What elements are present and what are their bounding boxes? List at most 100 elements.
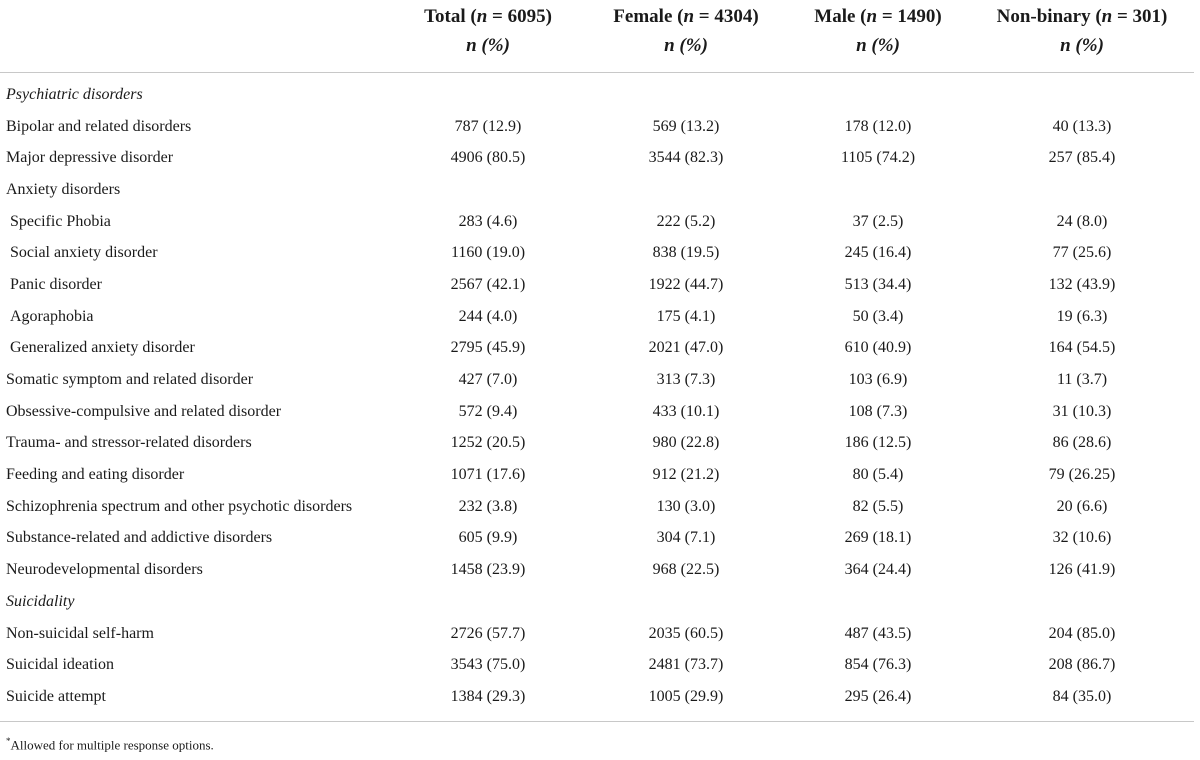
cell-nonbinary: 132 (43.9) [1048, 275, 1116, 293]
cell-male: 364 (24.4) [844, 561, 912, 579]
cell-nonbinary: 86 (28.6) [1052, 434, 1112, 452]
table-row: Suicidal ideation 3543 (75.0) 2481 (73.7) 8… [0, 649, 1194, 681]
cell-female: 2021 (47.0) [648, 339, 724, 357]
cell-female: 980 (22.8) [652, 434, 720, 452]
cell-female: 175 (4.1) [656, 307, 716, 325]
row-label: Neurodevelopmental disorders [6, 561, 203, 579]
cell-male: 854 (76.3) [844, 656, 912, 674]
table-row: Major depressive disorder 4906 (80.5) 3544… [0, 142, 1194, 174]
cell-female: 1922 (44.7) [648, 275, 724, 293]
subheader-total: n (%) [390, 31, 586, 73]
cell-nonbinary [970, 586, 1194, 618]
data-table: Total (n = 6095) Female (n = 4304) Male … [0, 0, 1194, 722]
cell-female: 304 (7.1) [656, 529, 716, 547]
table-footnote: *Allowed for multiple response options. [6, 736, 214, 753]
row-label: Suicide attempt [0, 681, 390, 722]
table-row: Non-suicidal self-harm 2726 (57.7) 2035 (6… [0, 618, 1194, 650]
cell-female: 2481 (73.7) [648, 656, 724, 674]
row-label: Major depressive disorder [6, 149, 174, 167]
cell-female: 2035 (60.5) [648, 624, 724, 642]
cell-total: 1384 (29.3) [390, 681, 586, 722]
cell-total [390, 586, 586, 618]
row-label: Suicidality [6, 592, 75, 610]
cell-male: 269 (18.1) [844, 529, 912, 547]
cell-male: 186 (12.5) [844, 434, 912, 452]
cell-nonbinary: 257 (85.4) [1048, 149, 1116, 167]
table-row: Feeding and eating disorder 1071 (17.6) 91… [0, 459, 1194, 491]
cell-nonbinary: 40 (13.3) [1052, 117, 1112, 135]
cell-total: 1252 (20.5) [450, 434, 526, 452]
cell-nonbinary: 84 (35.0) [970, 681, 1194, 722]
row-label: Schizophrenia spectrum and other psychot… [6, 497, 353, 515]
cell-total: 2795 (45.9) [450, 339, 526, 357]
cell-female: 838 (19.5) [652, 244, 720, 262]
row-label: Trauma- and stressor-related disorders [6, 434, 252, 452]
cell-male: 245 (16.4) [844, 244, 912, 262]
table-body: Psychiatric disorders Bipolar and related… [0, 73, 1194, 722]
cell-total: 2726 (57.7) [450, 624, 526, 642]
cell-total: 283 (4.6) [458, 212, 518, 230]
subheader-female: n (%) [586, 31, 786, 73]
table-row: Schizophrenia spectrum and other psychot… [0, 491, 1194, 523]
cell-female: 433 (10.1) [652, 402, 720, 420]
row-label: Generalized anxiety disorder [10, 339, 195, 357]
cell-total: 605 (9.9) [458, 529, 518, 547]
cell-male: 1105 (74.2) [840, 149, 916, 167]
cell-nonbinary [970, 174, 1194, 206]
cell-total: 787 (12.9) [454, 117, 522, 135]
section-row: Suicidality [0, 586, 1194, 618]
table-row: Substance-related and addictive disorder… [0, 523, 1194, 555]
cell-total: 4906 (80.5) [450, 149, 526, 167]
cell-male: 295 (26.4) [786, 681, 970, 722]
header-nonbinary: Non-binary (n = 301) [996, 6, 1168, 27]
cell-male: 487 (43.5) [844, 624, 912, 642]
cell-female: 222 (5.2) [656, 212, 716, 230]
cell-nonbinary: 24 (8.0) [1056, 212, 1108, 230]
cell-total: 1071 (17.6) [450, 466, 526, 484]
cell-female: 313 (7.3) [656, 371, 716, 389]
cell-total: 572 (9.4) [458, 402, 518, 420]
cell-male: 178 (12.0) [844, 117, 912, 135]
row-label: Bipolar and related disorders [6, 117, 192, 135]
cell-total [390, 174, 586, 206]
cell-nonbinary: 77 (25.6) [1052, 244, 1112, 262]
cell-total: 244 (4.0) [458, 307, 518, 325]
cell-total [390, 73, 586, 111]
cell-female [586, 174, 786, 206]
row-label: Psychiatric disorders [6, 85, 143, 103]
cell-nonbinary: 208 (86.7) [1048, 656, 1116, 674]
cell-nonbinary: 20 (6.6) [1056, 497, 1108, 515]
cell-male: 82 (5.5) [852, 497, 904, 515]
cell-total: 3543 (75.0) [450, 656, 526, 674]
cell-female: 569 (13.2) [652, 117, 720, 135]
cell-male: 610 (40.9) [844, 339, 912, 357]
row-label: Obsessive-compulsive and related disorde… [6, 402, 282, 420]
header-blank [0, 0, 390, 31]
cell-male: 103 (6.9) [848, 371, 908, 389]
row-label: Suicidal ideation [6, 656, 114, 674]
cell-total: 2567 (42.1) [450, 275, 526, 293]
table-row: Social anxiety disorder 1160 (19.0) 838 (1… [0, 237, 1194, 269]
cell-nonbinary: 32 (10.6) [1052, 529, 1112, 547]
cell-male: 108 (7.3) [848, 402, 908, 420]
cell-female: 968 (22.5) [652, 561, 720, 579]
row-label: Agoraphobia [10, 307, 94, 325]
header-female: Female (n = 4304) [613, 6, 759, 27]
table-row: Trauma- and stressor-related disorders 12… [0, 428, 1194, 460]
cell-male [786, 73, 970, 111]
table-row: Agoraphobia 244 (4.0) 175 (4.1) 50 (3.4) 19 … [0, 301, 1194, 333]
table-row: Generalized anxiety disorder 2795 (45.9) 2… [0, 333, 1194, 365]
cell-female: 1005 (29.9) [586, 681, 786, 722]
cell-total: 1160 (19.0) [450, 244, 526, 262]
cell-nonbinary: 79 (26.25) [1048, 466, 1116, 484]
row-label: Somatic symptom and related disorder [6, 371, 254, 389]
table-row: Anxiety disorders [0, 174, 1194, 206]
cell-female: 3544 (82.3) [648, 149, 724, 167]
table-row: Obsessive-compulsive and related disorde… [0, 396, 1194, 428]
table-row: Neurodevelopmental disorders 1458 (23.9) 9… [0, 554, 1194, 586]
cell-female [586, 73, 786, 111]
cell-nonbinary: 11 (3.7) [1056, 371, 1108, 389]
cell-male: 513 (34.4) [844, 275, 912, 293]
cell-female [586, 586, 786, 618]
